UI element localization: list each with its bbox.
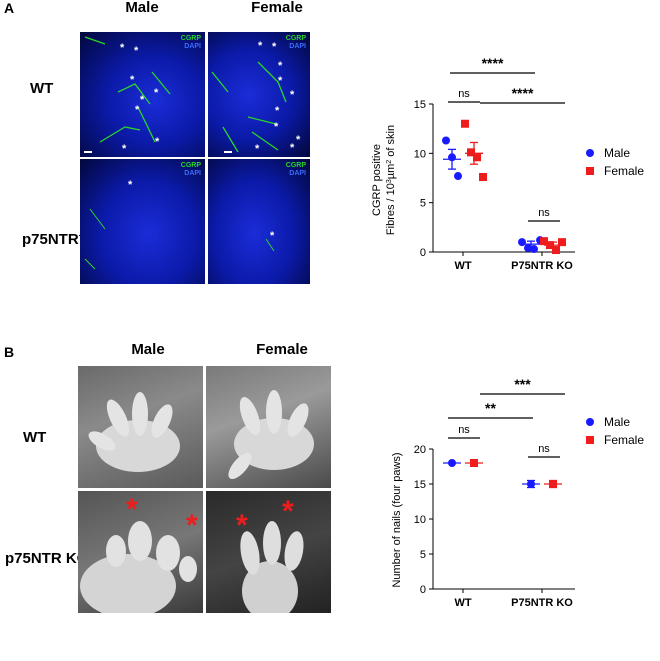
- data-point-female: [552, 246, 560, 255]
- significance-label: ns: [538, 443, 550, 455]
- y-tick-label: 10: [414, 148, 426, 160]
- legend-dapi: DAPI: [184, 170, 201, 177]
- missing-nail-marker: *: [186, 509, 198, 542]
- legend-marker-male: [586, 149, 594, 157]
- y-axis-label-text: Number of nails (four paws): [391, 452, 403, 587]
- paw-shape: [88, 392, 180, 472]
- y-axis-label-sup: 3: [386, 179, 393, 183]
- y-tick-label: 5: [420, 549, 426, 561]
- significance-label: ***: [514, 376, 531, 392]
- legend-cgrp: CGRP: [180, 35, 201, 42]
- missing-nail-marker: *: [236, 509, 248, 542]
- paw-shape: [228, 390, 314, 480]
- legend-cgrp: CGRP: [285, 35, 306, 42]
- significance-label: ****: [512, 85, 534, 101]
- legend-label-female: Female: [604, 433, 644, 447]
- panel-b-row-ko: p75NTR KO: [5, 550, 89, 567]
- significance-label: ns: [538, 207, 550, 219]
- panel-a-row-ko: p75NTR-/-: [22, 230, 87, 248]
- x-tick-label: WT: [454, 597, 471, 609]
- data-point-female: [473, 153, 481, 162]
- paw-photo-wt-female: [206, 366, 331, 488]
- y-tick-label: 20: [414, 444, 426, 456]
- chart-cgrp-fibres: 0 5 10 15 WT P75NTR KO ns **** **** ns Male Female C…: [371, 55, 644, 272]
- paw-shape: [240, 521, 304, 613]
- legend-dapi: DAPI: [289, 170, 306, 177]
- panel-a-col-female: Female: [251, 0, 303, 16]
- cgrp-fibres: [84, 36, 171, 143]
- cgrp-fibres: [211, 61, 287, 153]
- ko-label-base: p75NTR: [22, 231, 79, 248]
- micrograph-wt-male: CGRP DAPI * * * * * * * *: [80, 32, 205, 157]
- legend-marker-male: [586, 418, 594, 426]
- missing-nail-marker: *: [126, 493, 138, 526]
- data-point-female: [558, 238, 566, 247]
- y-tick-label: 10: [414, 514, 426, 526]
- cgrp-fibres: [84, 208, 106, 270]
- x-tick-label: P75NTR KO: [511, 260, 573, 272]
- data-point-female: [467, 148, 475, 157]
- y-axis-label-sup: 2: [386, 160, 393, 164]
- panel-a-col-male: Male: [125, 0, 159, 16]
- panel-b-col-female: Female: [256, 341, 308, 358]
- significance-label: ns: [458, 424, 470, 436]
- data-point-male: [518, 238, 526, 247]
- panel-b-letter: B: [4, 344, 15, 360]
- y-axis-label-part: µm: [385, 164, 397, 180]
- y-axis-label: Number of nails (four paws): [391, 452, 403, 587]
- panel-a-row-wt: WT: [30, 80, 54, 97]
- legend-marker-female: [586, 167, 594, 175]
- micrograph-ko-male: CGRP DAPI *: [80, 159, 205, 284]
- data-point-female: [540, 237, 548, 246]
- panel-b-col-male: Male: [131, 341, 165, 358]
- data-point-male: [524, 244, 532, 253]
- paw-photo-wt-male: [78, 366, 203, 488]
- missing-nail-marker: *: [282, 495, 294, 528]
- y-axis-label-line2: Fibres / 103µm2 of skin: [385, 125, 397, 235]
- legend-cgrp: CGRP: [180, 162, 201, 169]
- data-point-male: [442, 136, 450, 145]
- legend-label-male: Male: [604, 415, 630, 429]
- cgrp-fibres: [265, 238, 275, 252]
- data-point-female: [461, 119, 469, 128]
- y-tick-label: 0: [420, 247, 426, 259]
- panel-a-letter: A: [4, 0, 15, 16]
- y-axis-label-line1: CGRP positive: [371, 144, 383, 216]
- legend-cgrp: CGRP: [285, 162, 306, 169]
- y-axis-label: CGRP positive Fibres / 103µm2 of skin: [371, 125, 397, 235]
- significance-label: ns: [458, 88, 470, 100]
- legend-label-male: Male: [604, 146, 630, 160]
- legend-label-female: Female: [604, 164, 644, 178]
- legend-dapi: DAPI: [289, 43, 306, 50]
- y-axis-label-part: Fibres / 10: [385, 183, 397, 235]
- significance-label: **: [485, 400, 496, 416]
- panel-b-row-wt: WT: [23, 429, 47, 446]
- y-tick-label: 0: [420, 584, 426, 596]
- y-tick-label: 15: [414, 99, 426, 111]
- data-point-male: [454, 172, 462, 181]
- paw-photo-ko-male: * *: [78, 491, 203, 613]
- y-axis-label-part: of skin: [385, 125, 397, 160]
- data-point-female: [479, 173, 487, 182]
- legend-dapi: DAPI: [184, 43, 201, 50]
- y-tick-label: 5: [420, 198, 426, 210]
- micrograph-wt-female: CGRP DAPI * * * * * * * * * *: [208, 32, 310, 157]
- legend-marker-female: [586, 436, 594, 444]
- x-tick-label: WT: [454, 260, 471, 272]
- paw-shape: [80, 521, 197, 613]
- paw-photo-ko-female: * *: [206, 491, 331, 613]
- y-tick-label: 15: [414, 479, 426, 491]
- x-tick-label: P75NTR KO: [511, 597, 573, 609]
- significance-label: ****: [482, 55, 504, 71]
- micrograph-ko-female: CGRP DAPI *: [208, 159, 310, 284]
